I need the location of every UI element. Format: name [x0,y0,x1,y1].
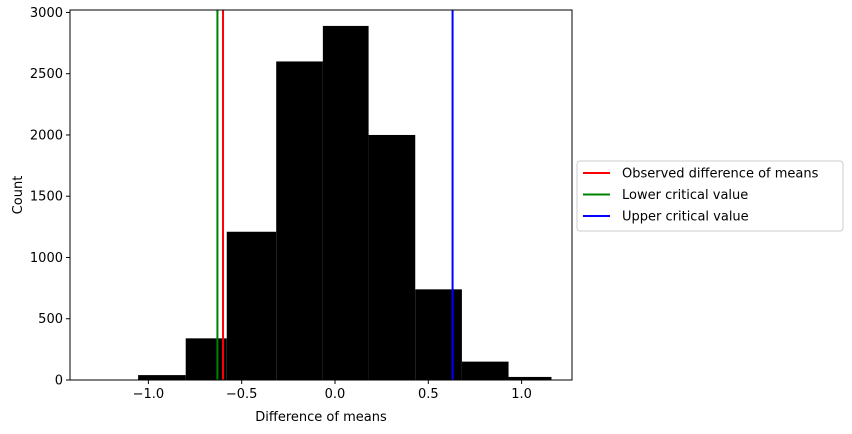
legend-label: Observed difference of means [622,167,819,182]
histogram-bar [276,61,323,380]
histogram-bar [461,361,509,380]
y-tick-label: 0 [55,374,63,389]
histogram-bar [508,376,552,380]
y-axis: 0 500 1000 1500 2000 2500 3000 [30,6,70,389]
x-tick-label: −1.0 [133,387,165,402]
legend-label: Upper critical value [622,210,749,225]
y-axis-label: Count [11,176,26,215]
histogram-bar [415,289,462,380]
y-tick-label: 1500 [30,190,63,205]
histogram-bars [138,25,552,380]
x-tick-label: 0.0 [325,387,346,402]
legend-label: Lower critical value [622,188,748,203]
legend-box [576,160,844,232]
reference-lines [216,10,454,380]
plot-frame [69,9,573,381]
y-tick-label: 2000 [30,128,63,143]
x-tick-label: 1.0 [511,387,532,402]
y-tick-label: 1000 [30,251,63,266]
histogram-bar [322,25,369,380]
legend: Observed difference of means Lower critic… [576,160,844,232]
y-tick-label: 2500 [30,67,63,82]
x-axis-label: Difference of means [255,410,387,425]
histogram-bar [226,231,277,380]
y-tick-label: 500 [38,312,63,327]
x-tick-label: 0.5 [418,387,439,402]
y-tick-label: 3000 [30,6,63,21]
x-axis: −1.0 −0.5 0.0 0.5 1.0 [133,380,532,402]
histogram-bar [368,134,416,380]
histogram-bar [138,375,186,380]
histogram-bar [185,338,227,380]
x-tick-label: −0.5 [226,387,258,402]
